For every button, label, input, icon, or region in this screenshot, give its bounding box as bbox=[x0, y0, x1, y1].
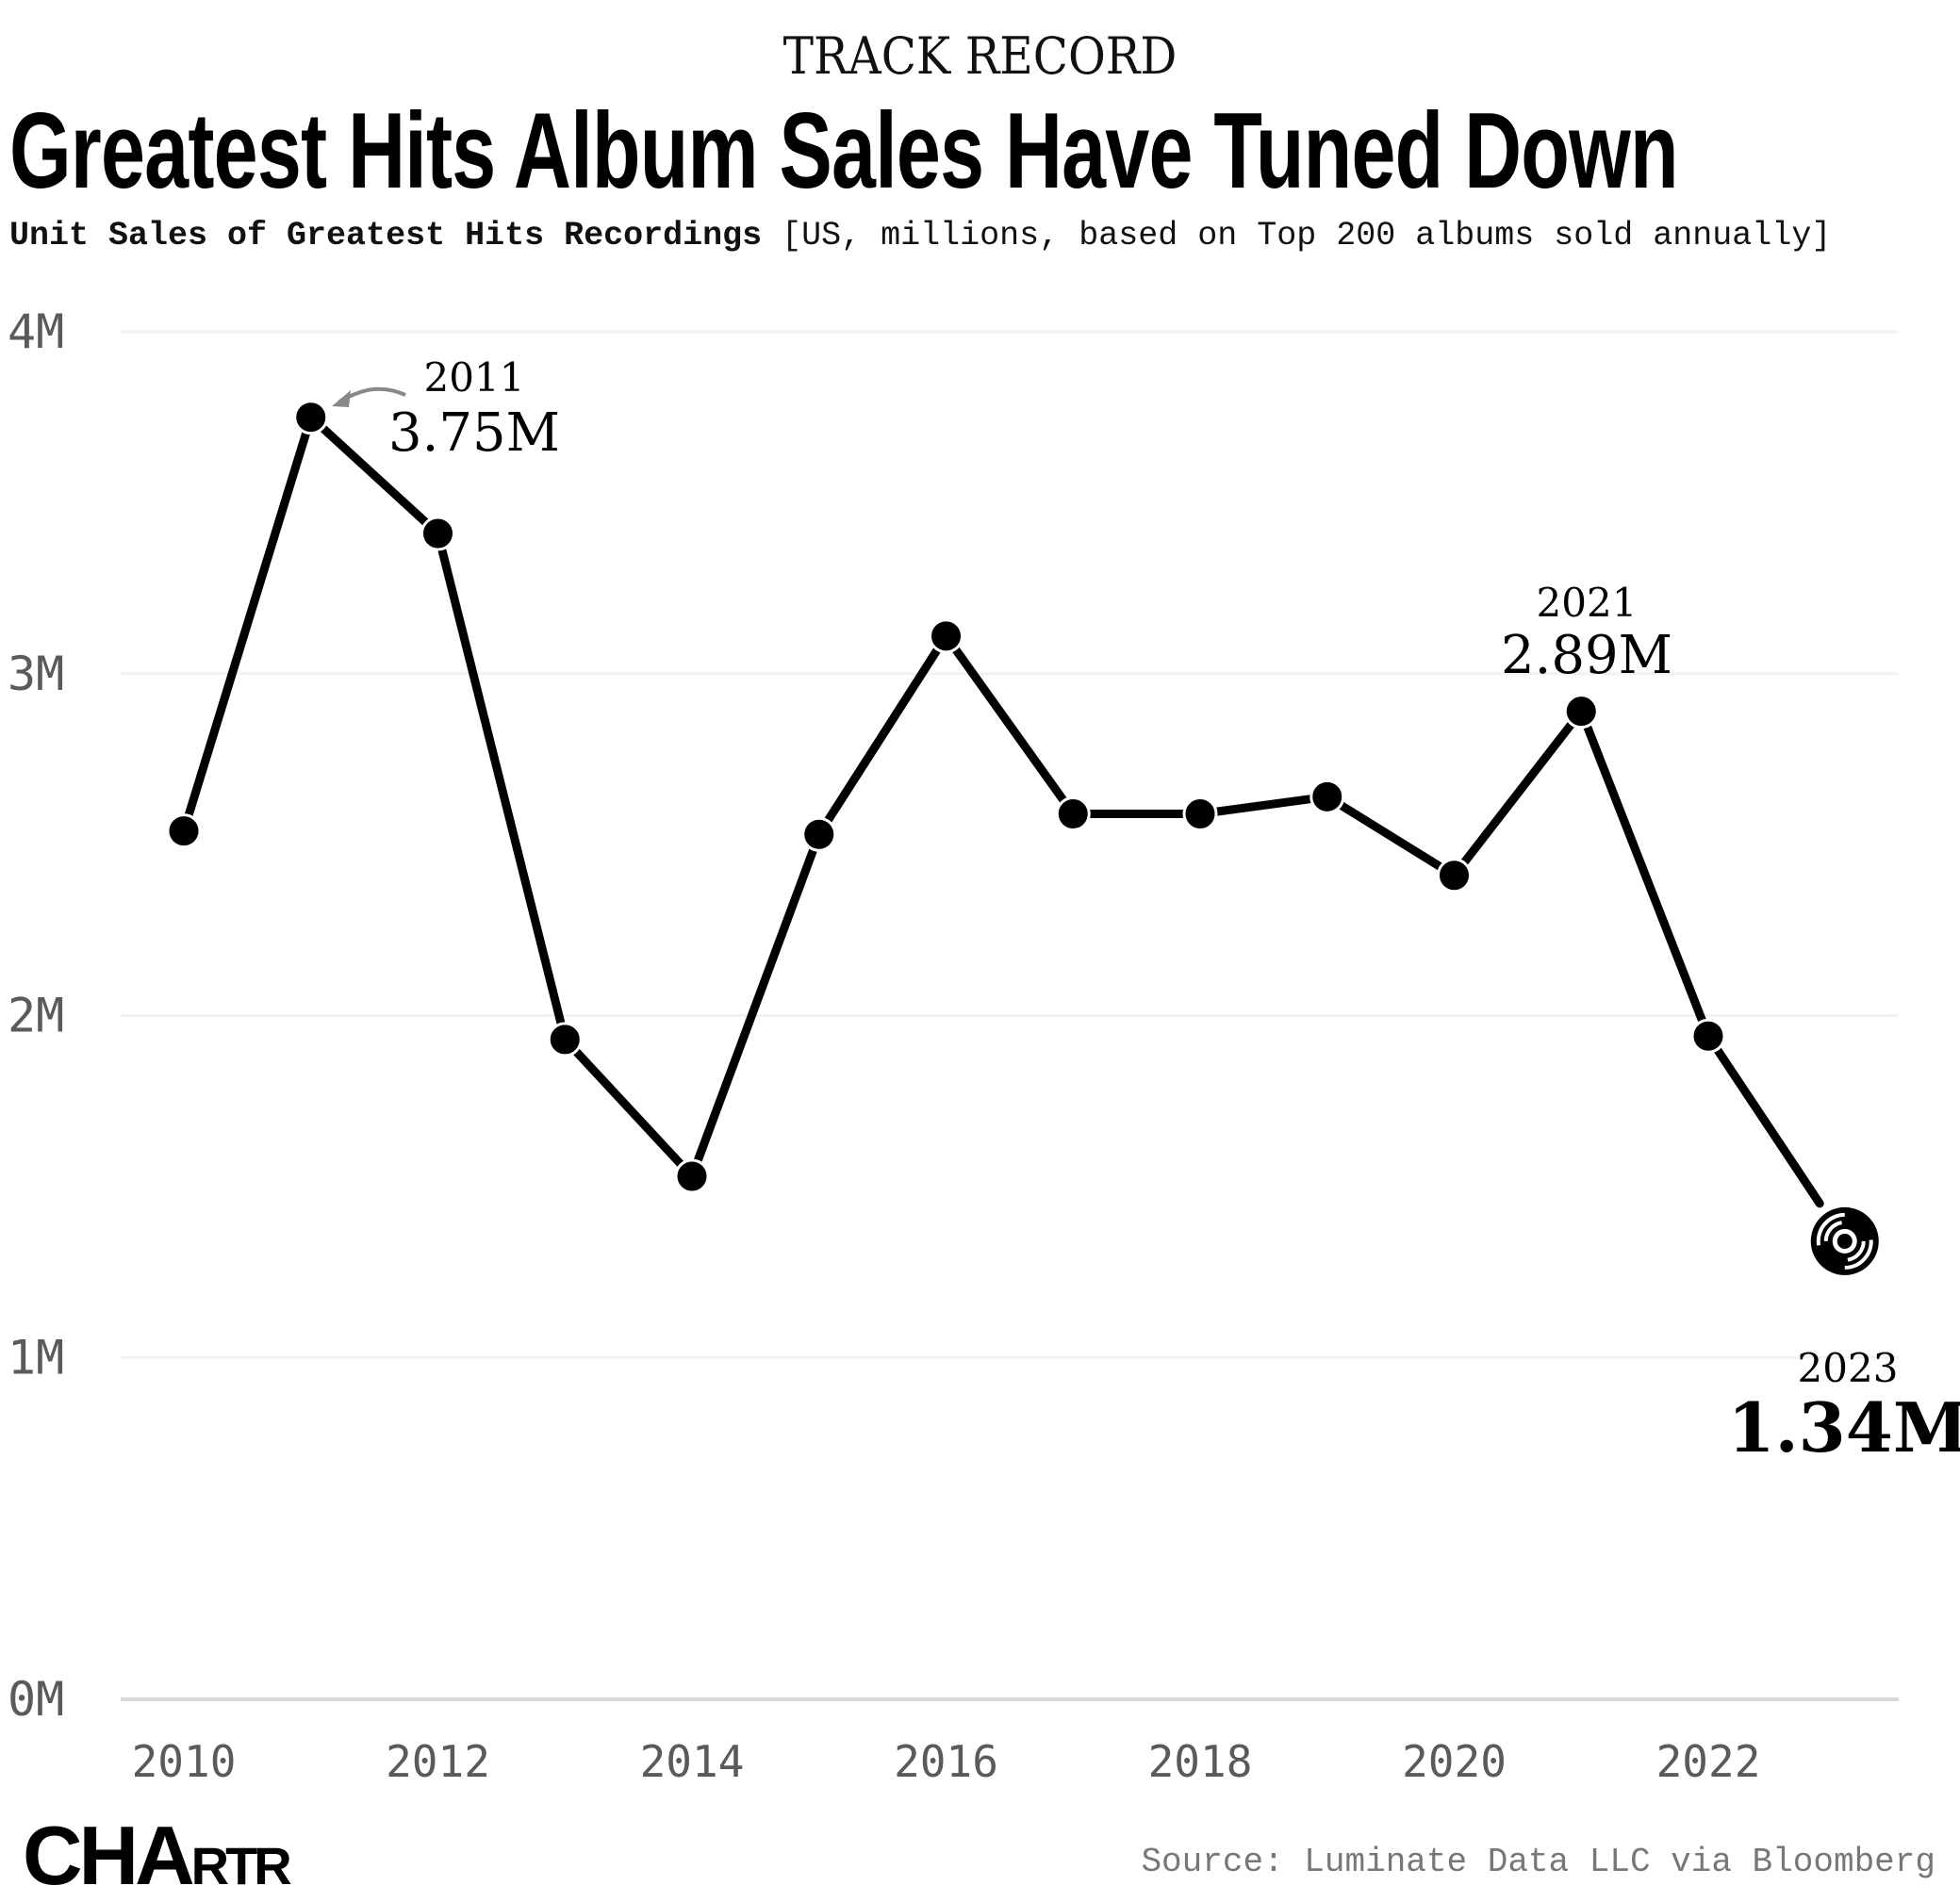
data-point bbox=[1690, 1018, 1726, 1054]
chart-title: Greatest Hits Album Sales Have Tuned Dow… bbox=[9, 91, 1679, 211]
x-axis-ticks: 2010 2012 2014 2016 2018 2020 2022 bbox=[132, 1736, 1761, 1787]
logo-small: RTR bbox=[190, 1836, 292, 1895]
arrowhead-icon bbox=[332, 390, 351, 407]
chart-kicker: TRACK RECORD bbox=[782, 26, 1178, 86]
annotation-year-2021: 2021 bbox=[1537, 580, 1638, 626]
vinyl-groove bbox=[1847, 1240, 1866, 1262]
y-tick-label: 3M bbox=[8, 647, 64, 701]
series-line bbox=[179, 413, 1824, 1208]
data-point bbox=[1437, 858, 1472, 894]
x-tick-label: 2022 bbox=[1656, 1736, 1761, 1787]
annotation-value-2023: 1.34M bbox=[1727, 1387, 1960, 1467]
data-point bbox=[1055, 795, 1091, 831]
data-point bbox=[1309, 779, 1345, 814]
gridlines bbox=[121, 330, 1899, 1701]
y-tick-label: 4M bbox=[8, 304, 64, 359]
x-tick-label: 2018 bbox=[1148, 1736, 1253, 1787]
annotation-year-2023: 2023 bbox=[1798, 1345, 1899, 1391]
annotation-value-2011: 3.75M bbox=[388, 402, 560, 464]
vinyl-groove bbox=[1816, 1212, 1845, 1246]
logo-big: CHA bbox=[23, 1809, 195, 1902]
data-point bbox=[1182, 795, 1218, 831]
data-point bbox=[293, 400, 329, 435]
chartr-logo: CHARTR bbox=[23, 1814, 292, 1897]
y-tick-label: 0M bbox=[8, 1672, 64, 1727]
vinyl-groove bbox=[1823, 1221, 1843, 1242]
x-tick-label: 2016 bbox=[894, 1736, 998, 1787]
data-point bbox=[166, 813, 202, 849]
data-points bbox=[166, 400, 1879, 1275]
data-point bbox=[1563, 694, 1599, 730]
subtitle-bold: Unit Sales of Greatest Hits Recordings bbox=[9, 217, 763, 254]
x-tick-label: 2014 bbox=[640, 1736, 745, 1787]
data-point bbox=[420, 516, 455, 551]
x-tick-label: 2012 bbox=[386, 1736, 490, 1787]
x-tick-label: 2010 bbox=[132, 1736, 237, 1787]
vinyl-groove bbox=[1844, 1239, 1873, 1270]
annotation-value-2021: 2.89M bbox=[1501, 625, 1672, 686]
vinyl-label bbox=[1836, 1233, 1853, 1249]
vinyl-record-icon bbox=[1810, 1206, 1879, 1275]
data-point bbox=[929, 618, 964, 654]
chart-subtitle: Unit Sales of Greatest Hits Recordings [… bbox=[9, 217, 1831, 254]
data-point bbox=[674, 1158, 710, 1194]
subtitle-detail: [US, millions, based on Top 200 albums s… bbox=[762, 217, 1832, 254]
x-tick-label: 2020 bbox=[1402, 1736, 1507, 1787]
source-note: Source: Luminate Data LLC via Bloomberg bbox=[1141, 1843, 1935, 1881]
y-tick-label: 1M bbox=[8, 1330, 64, 1385]
data-point bbox=[801, 816, 837, 852]
annotation-year-2011: 2011 bbox=[424, 354, 525, 401]
y-tick-label: 2M bbox=[8, 989, 64, 1043]
y-axis-ticks: 0M 1M 2M 3M 4M bbox=[8, 304, 64, 1727]
data-point bbox=[547, 1022, 583, 1058]
